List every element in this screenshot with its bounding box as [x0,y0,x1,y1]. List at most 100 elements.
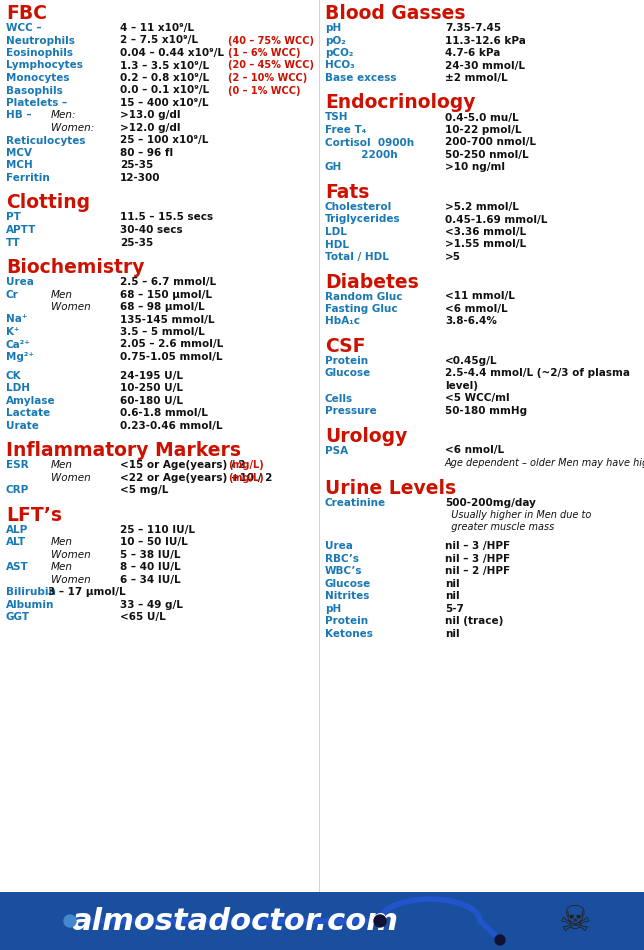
Text: Monocytes: Monocytes [6,73,70,83]
Text: 0.75-1.05 mmol/L: 0.75-1.05 mmol/L [120,352,222,362]
Text: Creatinine: Creatinine [325,498,386,507]
Text: <3.36 mmol/L: <3.36 mmol/L [445,227,526,237]
Text: Reticulocytes: Reticulocytes [6,136,86,145]
Text: 10 – 50 IU/L: 10 – 50 IU/L [120,538,188,547]
Text: nil: nil [445,591,460,601]
Text: ALT: ALT [6,538,26,547]
Text: Biochemistry: Biochemistry [6,258,144,277]
Text: (mg/L): (mg/L) [228,460,264,470]
Text: 25 – 100 x10⁹/L: 25 – 100 x10⁹/L [120,136,209,145]
Text: Usually higher in Men due to: Usually higher in Men due to [445,510,591,520]
Text: 25 – 110 IU/L: 25 – 110 IU/L [120,524,195,535]
Text: pH: pH [325,23,341,33]
Text: Base excess: Base excess [325,73,397,83]
Text: Women: Women [51,302,91,312]
Text: ±2 mmol/L: ±2 mmol/L [445,73,507,83]
Text: 10-250 U/L: 10-250 U/L [120,383,183,393]
Text: (0 – 1% WCC): (0 – 1% WCC) [228,86,301,96]
Text: Women:: Women: [51,123,94,133]
Text: >1.55 mmol/L: >1.55 mmol/L [445,239,526,250]
Text: pCO₂: pCO₂ [325,48,354,58]
Text: Men:: Men: [51,110,77,121]
Text: >5: >5 [445,252,461,262]
Text: (mg/L): (mg/L) [228,473,264,483]
Text: Fasting Gluc: Fasting Gluc [325,304,397,314]
Text: CK: CK [6,370,22,381]
Text: 24-195 U/L: 24-195 U/L [120,370,183,381]
Text: Amylase: Amylase [6,396,55,406]
Circle shape [60,911,80,931]
Text: 2.5 – 6.7 mmol/L: 2.5 – 6.7 mmol/L [120,277,216,287]
Text: almostadoctor.com: almostadoctor.com [71,906,399,936]
Text: HCO₃: HCO₃ [325,61,355,70]
Text: 50-180 mmHg: 50-180 mmHg [445,406,527,416]
Text: pO₂: pO₂ [325,35,346,46]
Text: RBC’s: RBC’s [325,554,359,563]
Text: LDL: LDL [325,227,347,237]
Text: 8 – 40 IU/L: 8 – 40 IU/L [120,562,180,572]
Text: ☠: ☠ [559,904,591,938]
Text: Women: Women [51,473,91,483]
Circle shape [64,915,76,927]
Text: Lactate: Lactate [6,408,50,418]
Text: 60-180 U/L: 60-180 U/L [120,396,183,406]
Text: >13.0 g/dl: >13.0 g/dl [120,110,180,121]
Text: PT: PT [6,213,21,222]
Text: 1.3 – 3.5 x10⁹/L: 1.3 – 3.5 x10⁹/L [120,61,209,70]
Text: <65 U/L: <65 U/L [120,612,166,622]
Text: nil – 3 /HPF: nil – 3 /HPF [445,542,510,551]
Text: Pressure: Pressure [325,406,377,416]
Text: Men: Men [51,460,73,470]
Text: (1 – 6% WCC): (1 – 6% WCC) [228,48,301,58]
Text: Bilirubin: Bilirubin [6,587,56,598]
Text: 33 – 49 g/L: 33 – 49 g/L [120,599,183,610]
Text: <6 nmol/L: <6 nmol/L [445,446,504,455]
Text: FBC: FBC [6,4,47,23]
Text: 25-35: 25-35 [120,161,153,170]
Text: Eosinophils: Eosinophils [6,48,73,58]
Text: APTT: APTT [6,225,36,235]
Circle shape [495,935,505,945]
Text: (20 – 45% WCC): (20 – 45% WCC) [228,61,314,70]
Text: 80 – 96 fl: 80 – 96 fl [120,148,173,158]
Text: Men: Men [51,290,73,299]
Text: Urate: Urate [6,421,39,430]
Text: 3.5 – 5 mmol/L: 3.5 – 5 mmol/L [120,327,205,337]
Text: <22 or Age(years) +10 / 2: <22 or Age(years) +10 / 2 [120,473,272,483]
Text: Urology: Urology [325,427,408,446]
Text: Nitrites: Nitrites [325,591,370,601]
Text: Age dependent – older Men may have high level but no disease: Age dependent – older Men may have high … [445,458,644,468]
Text: 11.5 – 15.5 secs: 11.5 – 15.5 secs [120,213,213,222]
Text: (2 – 10% WCC): (2 – 10% WCC) [228,73,307,83]
Text: level): level) [445,381,478,391]
Text: TT: TT [6,238,21,248]
Text: 4 – 11 x10⁹/L: 4 – 11 x10⁹/L [120,23,194,33]
Text: 11.3-12.6 kPa: 11.3-12.6 kPa [445,35,526,46]
Text: LFT’s: LFT’s [6,505,62,524]
Text: Ketones: Ketones [325,629,373,638]
Text: 30-40 secs: 30-40 secs [120,225,183,235]
Text: 5 – 38 IU/L: 5 – 38 IU/L [120,550,180,560]
Text: Total / HDL: Total / HDL [325,252,389,262]
Text: Ferritin: Ferritin [6,173,50,183]
Text: 0.4-5.0 mu/L: 0.4-5.0 mu/L [445,112,518,123]
Circle shape [374,915,386,927]
Text: Basophils: Basophils [6,86,62,96]
Text: 5-7: 5-7 [445,604,464,614]
Text: 500-200mg/day: 500-200mg/day [445,498,536,507]
Text: greater muscle mass: greater muscle mass [445,522,554,533]
Text: 10-22 pmol/L: 10-22 pmol/L [445,125,522,135]
Text: ESR: ESR [6,460,28,470]
Text: nil – 2 /HPF: nil – 2 /HPF [445,566,510,577]
Text: Lymphocytes: Lymphocytes [6,61,83,70]
Text: Cr: Cr [6,290,19,299]
Text: K⁺: K⁺ [6,327,19,337]
Text: pH: pH [325,604,341,614]
Text: CRP: CRP [6,485,29,495]
Text: 0.45-1.69 mmol/L: 0.45-1.69 mmol/L [445,215,547,224]
Text: GH: GH [325,162,342,173]
Text: nil: nil [445,629,460,638]
Text: Cholesterol: Cholesterol [325,202,392,212]
Text: 50-250 nmol/L: 50-250 nmol/L [445,150,529,160]
Text: <11 mmol/L: <11 mmol/L [445,292,515,301]
